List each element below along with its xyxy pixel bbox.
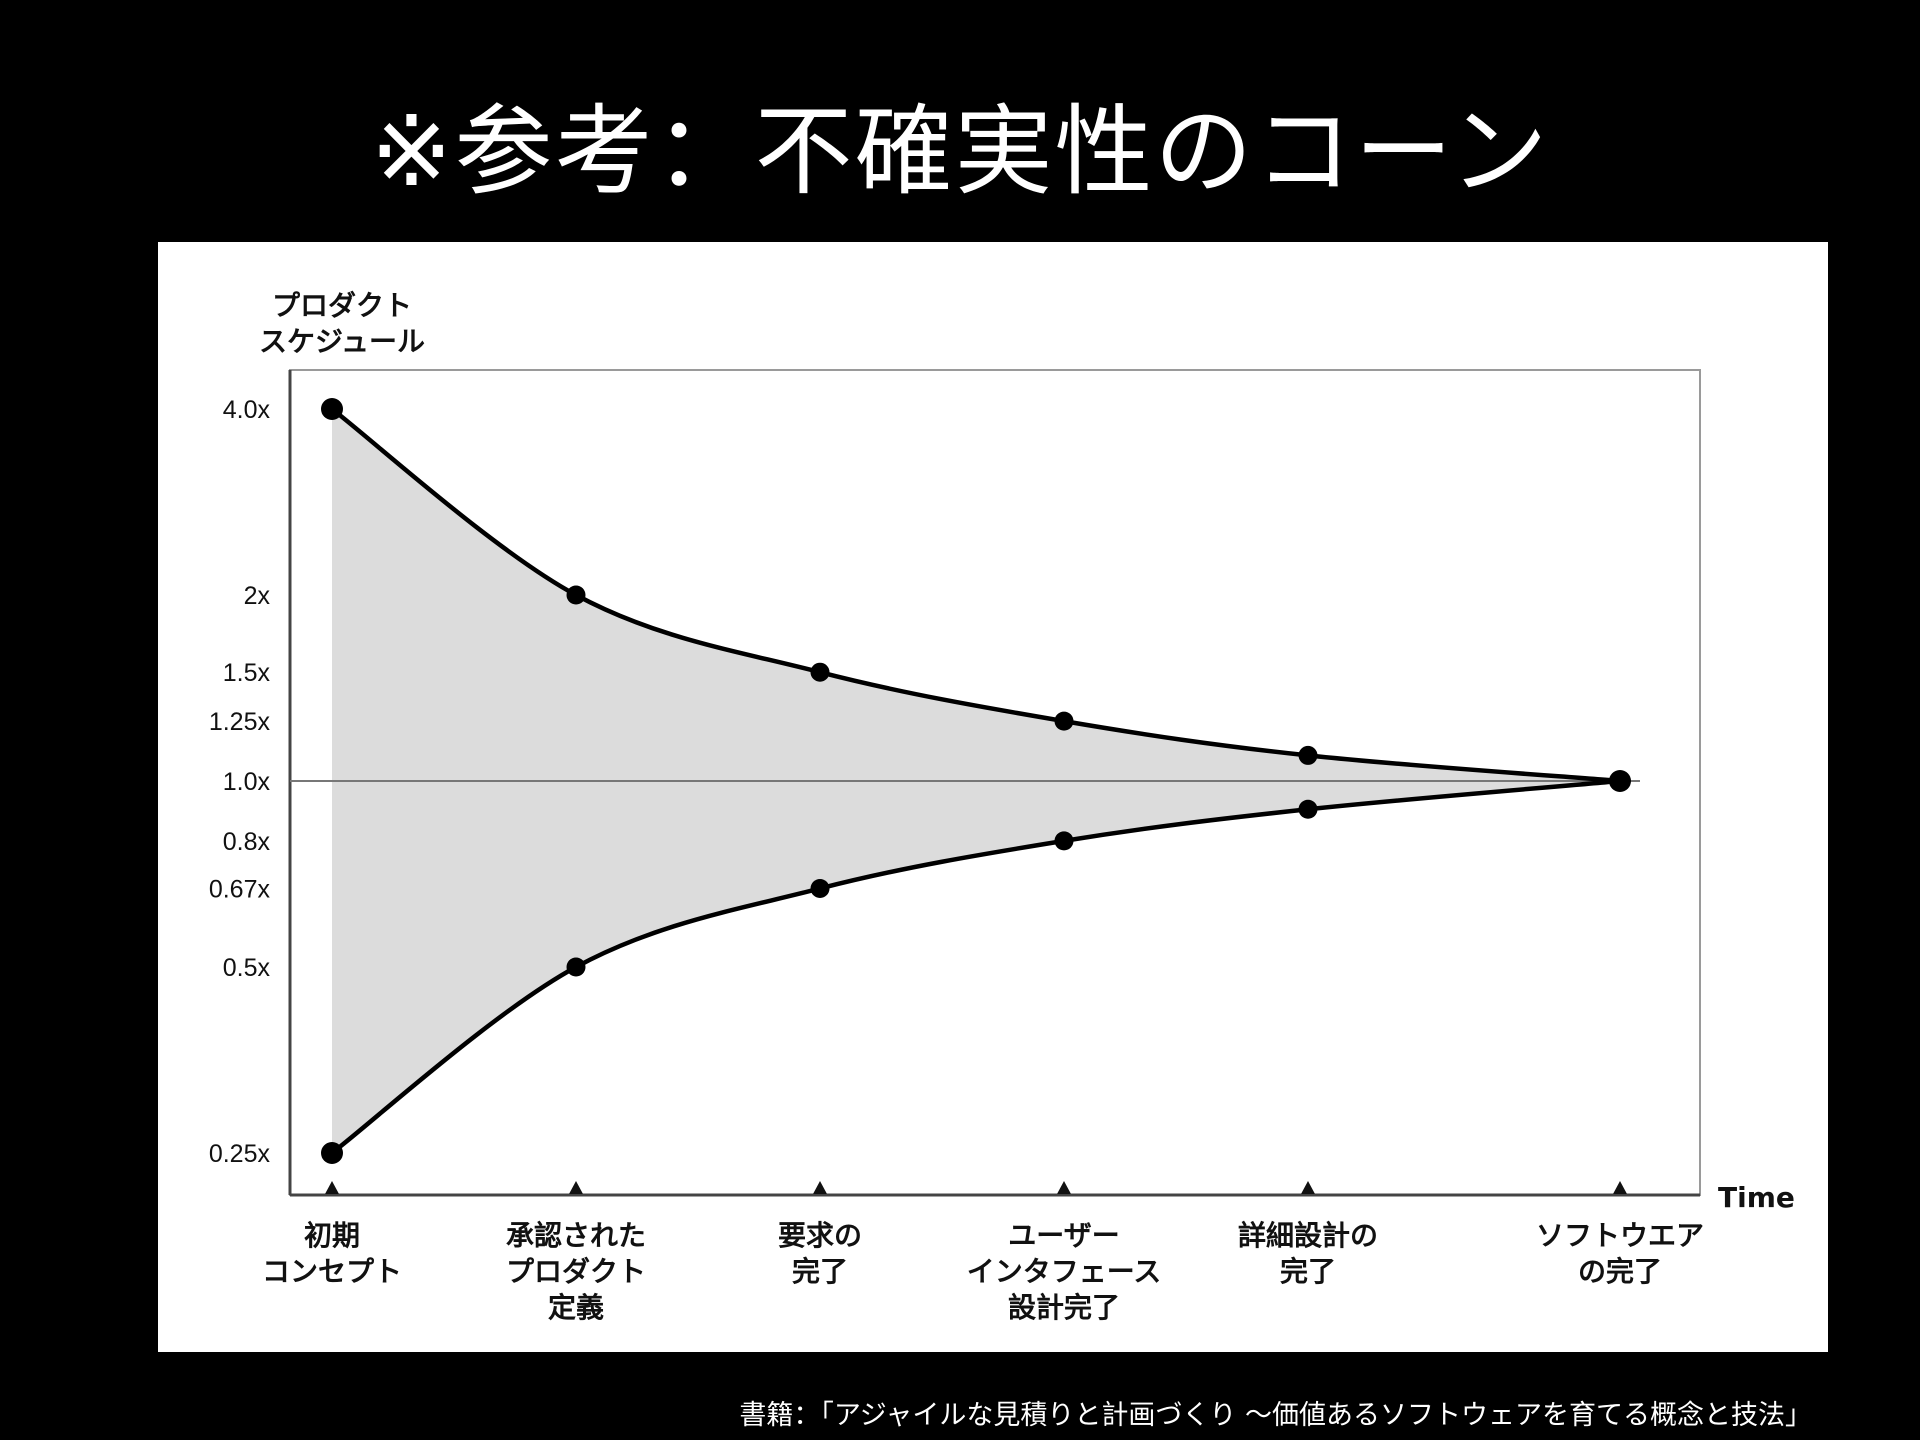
y-tick-label-0: 4.0x <box>223 396 271 424</box>
y-tick-label-4: 1.0x <box>223 768 271 796</box>
x-tick-marker-4 <box>1301 1181 1315 1194</box>
cone-of-uncertainty-chart: 4.0x 2x 1.5x 1.25x 1.0x 0.8x 0.67x 0.5x 0.25x 初期… <box>209 289 1795 1324</box>
source-citation: 書籍：「アジャイルな見積りと計画づくり 〜価値あるソフトウェアを育てる概念と技法… <box>739 1400 1812 1431</box>
lower-point-1 <box>566 957 586 977</box>
y-tick-label-3: 1.25x <box>209 708 271 736</box>
x-category-label-1-0: 承認された <box>506 1219 646 1252</box>
lower-point-3 <box>1054 831 1074 851</box>
x-category-label-5-1: の完了 <box>1578 1255 1662 1288</box>
upper-point-3 <box>1054 711 1074 731</box>
x-axis-title: Time <box>1718 1181 1795 1214</box>
x-category-label-3-2: 設計完了 <box>1008 1291 1120 1324</box>
x-category-label-1-1: プロダクト <box>506 1255 646 1288</box>
y-tick-label-5: 0.8x <box>223 828 271 856</box>
x-tick-marker-2 <box>813 1181 827 1194</box>
x-tick-marker-1 <box>569 1181 583 1194</box>
upper-bound-line <box>330 407 1621 784</box>
upper-point-4 <box>1298 745 1318 765</box>
lower-bound-line <box>330 778 1621 1155</box>
x-category-label-4-1: 完了 <box>1280 1255 1336 1288</box>
x-category-label-4-0: 詳細設計の <box>1238 1219 1378 1252</box>
y-tick-label-8: 0.25x <box>209 1140 271 1168</box>
chart-panel: 4.0x 2x 1.5x 1.25x 1.0x 0.8x 0.67x 0.5x 0.25x 初期… <box>158 242 1828 1352</box>
upper-point-1 <box>566 585 586 605</box>
x-category-label-3-1: インタフェース <box>967 1255 1162 1288</box>
x-tick-marker-3 <box>1057 1181 1071 1194</box>
x-tick-marker-0 <box>325 1181 339 1194</box>
x-category-label-2-0: 要求の <box>778 1219 862 1252</box>
upper-point-0 <box>321 398 343 420</box>
x-category-label-1-2: 定義 <box>548 1291 604 1324</box>
y-tick-label-6: 0.67x <box>209 875 271 903</box>
x-category-label-0-1: コンセプト <box>262 1255 402 1288</box>
upper-point-5 <box>1609 770 1631 792</box>
y-tick-label-7: 0.5x <box>223 954 271 982</box>
x-tick-marker-5 <box>1613 1181 1627 1194</box>
y-axis-title-line-0: プロダクト <box>272 289 412 322</box>
lower-point-2 <box>810 878 830 898</box>
lower-point-0 <box>321 1142 343 1164</box>
y-axis-title-line-1: スケジュール <box>259 325 425 358</box>
upper-point-2 <box>810 662 830 682</box>
x-category-label-2-1: 完了 <box>792 1255 848 1288</box>
x-category-label-5-0: ソフトウエア <box>1536 1219 1704 1252</box>
x-category-label-0-0: 初期 <box>304 1219 360 1252</box>
y-tick-label-1: 2x <box>244 582 271 610</box>
x-category-label-3-0: ユーザー <box>1008 1219 1119 1252</box>
lower-point-4 <box>1298 799 1318 819</box>
y-tick-label-2: 1.5x <box>223 659 271 687</box>
slide-title: ※参考：不確実性のコーン <box>370 95 1550 209</box>
